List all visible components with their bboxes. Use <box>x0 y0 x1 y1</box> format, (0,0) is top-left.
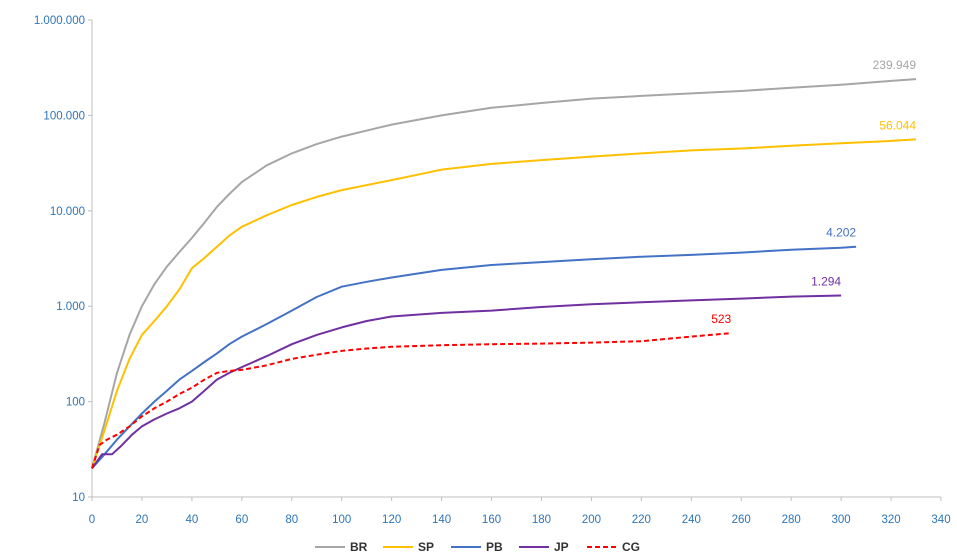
x-tick-label: 180 <box>532 514 551 526</box>
y-axis-ticks: 10 100 1.000 10.000 100.000 1.000.000 <box>34 15 92 504</box>
end-labels: 239.949 56.044 4.202 1.294 523 <box>711 58 916 326</box>
series-lines <box>91 78 917 469</box>
x-tick-label: 220 <box>632 514 651 526</box>
x-tick-label: 280 <box>782 514 801 526</box>
y-tick-label: 100.000 <box>43 110 85 122</box>
end-label-pb: 4.202 <box>826 226 856 240</box>
legend-label-pb: PB <box>486 540 503 554</box>
x-tick-label: 80 <box>285 514 298 526</box>
x-tick-label: 260 <box>732 514 751 526</box>
axes <box>91 20 941 498</box>
x-tick-label: 240 <box>682 514 701 526</box>
end-label-cg: 523 <box>711 312 731 326</box>
series-line-jp <box>91 294 842 469</box>
y-tick-label: 1.000.000 <box>34 15 85 27</box>
y-tick-label: 10.000 <box>50 206 85 218</box>
y-tick-label: 100 <box>66 397 85 409</box>
legend-label-br: BR <box>350 540 368 554</box>
legend: BR SP PB JP CG <box>315 540 640 554</box>
series-line-br <box>91 78 917 469</box>
x-tick-label: 0 <box>89 514 95 526</box>
y-tick-label: 1.000 <box>56 301 85 313</box>
series-line-sp <box>91 138 917 469</box>
x-tick-label: 320 <box>881 514 900 526</box>
legend-label-jp: JP <box>554 540 569 554</box>
x-tick-label: 340 <box>931 514 950 526</box>
series-line-cg <box>91 332 732 469</box>
legend-label-cg: CG <box>622 540 640 554</box>
legend-label-sp: SP <box>418 540 434 554</box>
x-tick-label: 140 <box>432 514 451 526</box>
x-axis-ticks: 0 20 40 60 80 100 120 140 160 180 200 220 240 260 280 3… <box>89 497 951 526</box>
y-tick-label: 10 <box>72 492 85 504</box>
end-label-sp: 56.044 <box>879 118 916 132</box>
end-label-jp: 1.294 <box>811 275 841 289</box>
end-label-br: 239.949 <box>873 58 917 72</box>
x-tick-label: 300 <box>832 514 851 526</box>
x-tick-label: 120 <box>382 514 401 526</box>
x-tick-label: 60 <box>235 514 248 526</box>
x-tick-label: 20 <box>136 514 149 526</box>
x-tick-label: 40 <box>185 514 198 526</box>
x-tick-label: 160 <box>482 514 501 526</box>
series-line-pb <box>91 245 857 469</box>
x-tick-label: 200 <box>582 514 601 526</box>
x-tick-label: 100 <box>332 514 351 526</box>
